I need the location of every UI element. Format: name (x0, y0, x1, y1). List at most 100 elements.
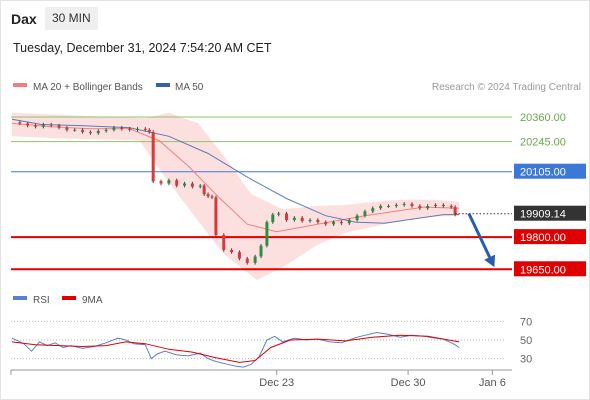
candle-body (210, 196, 214, 198)
level-label-19650: 19650.00 (514, 261, 586, 277)
candle-body (441, 204, 445, 207)
candle-body (175, 180, 179, 186)
price-candles (18, 120, 457, 265)
candle-body (34, 125, 38, 127)
ma20-line (11, 122, 460, 233)
candle-body (96, 130, 100, 134)
legend-rsi-swatch (13, 296, 27, 300)
candle-body (104, 129, 108, 131)
candle-body (410, 203, 414, 207)
candle-body (198, 185, 202, 187)
candle-body (73, 129, 77, 131)
level-label-19650-box (514, 261, 586, 277)
legend-9ma-swatch (62, 296, 76, 300)
level-label-19800: 19800.00 (514, 229, 586, 245)
level-label-19800-text: 19800.00 (520, 232, 566, 244)
candle-body (202, 185, 206, 195)
candle-body (259, 245, 263, 257)
candle-body (147, 129, 151, 133)
rsi-tick-70: 70 (520, 316, 532, 328)
symbol-label: Dax (11, 11, 37, 27)
x-tick-label-dec23: Dec 23 (259, 377, 294, 389)
candle-body (167, 180, 171, 184)
candle-body (347, 219, 351, 224)
candle-body (120, 127, 124, 129)
legend-ma50-swatch (156, 83, 170, 87)
candle-body (57, 125, 61, 128)
candle-body (135, 128, 139, 130)
candle-body (339, 222, 343, 224)
trend-arrow-shaft (467, 212, 491, 258)
legend-bb-swatch (13, 83, 27, 87)
candle-body (332, 222, 336, 225)
candle-body (230, 249, 234, 253)
candle-body (159, 181, 163, 184)
legend-bb-label: MA 20 + Bollinger Bands (33, 82, 143, 93)
level-labels: 20360.00 20245.00 20105.00 19909.14 1980… (514, 112, 586, 277)
candle-body (143, 128, 147, 130)
candle-body (324, 222, 328, 225)
level-label-20360: 20360.00 (520, 112, 566, 124)
candle-body (449, 206, 453, 208)
rsi-tick-50: 50 (520, 335, 532, 347)
candle-body (434, 204, 438, 207)
source-credit: Research © 2024 Trading Central (432, 82, 581, 93)
trend-arrow-head (484, 254, 496, 268)
level-label-20245: 20245.00 (520, 137, 566, 149)
candle-body (316, 219, 320, 223)
legend-9ma-label: 9MA (82, 295, 103, 306)
candle-body (402, 203, 406, 205)
level-label-19650-text: 19650.00 (520, 264, 566, 276)
candle-body (128, 128, 132, 130)
candle-body (237, 252, 241, 259)
candle-body (245, 258, 249, 263)
candle-body (355, 215, 359, 220)
rsi-tick-30: 30 (520, 354, 532, 366)
candle-body (112, 127, 116, 130)
candle-body (214, 197, 218, 235)
candle-body (81, 129, 85, 133)
candle-body (300, 217, 304, 222)
candle-body (190, 183, 194, 187)
chart-header: Dax 30 MIN (0, 0, 590, 36)
candle-body (151, 132, 155, 182)
candle-body (88, 132, 92, 134)
candle-body (386, 206, 390, 208)
candle-body (41, 124, 45, 127)
trend-arrow (467, 212, 496, 268)
candle-body (26, 123, 30, 126)
level-label-last-price-text: 19909.14 (520, 209, 566, 221)
candle-body (292, 217, 296, 220)
timeframe-button[interactable]: 30 MIN (45, 7, 98, 30)
ma50-line (11, 118, 460, 224)
level-label-last-price: 19909.14 (514, 205, 586, 221)
candle-body (271, 214, 275, 223)
x-axis-ticks (10, 370, 493, 375)
candle-body (363, 211, 367, 216)
level-label-20360-text: 20360.00 (520, 112, 566, 124)
candle-body (65, 127, 69, 130)
legend-rsi-label: RSI (33, 295, 50, 306)
level-label-last-price-box (514, 205, 586, 221)
level-label-20245-text: 20245.00 (520, 137, 566, 149)
datetime-label: Tuesday, December 31, 2024 7:54:20 AM CE… (13, 41, 272, 55)
candle-body (49, 124, 53, 126)
rsi-line (11, 331, 460, 368)
candle-body (394, 204, 398, 207)
candle-body (426, 206, 430, 209)
x-tick-label-dec30: Dec 30 (391, 377, 426, 389)
candle-body (253, 256, 257, 263)
candle-body (18, 122, 22, 124)
bollinger-band-area (12, 112, 460, 280)
candle-body (285, 213, 289, 220)
level-label-20105-box (514, 163, 586, 179)
level-label-20105-text: 20105.00 (520, 167, 566, 179)
level-label-19800-box (514, 229, 586, 245)
level-label-20105: 20105.00 (514, 163, 586, 179)
candle-body (371, 208, 375, 212)
rsi-gridlines (11, 320, 505, 360)
rsi-9ma-line (11, 334, 460, 363)
candle-body (222, 234, 226, 250)
candle-body (308, 219, 312, 222)
